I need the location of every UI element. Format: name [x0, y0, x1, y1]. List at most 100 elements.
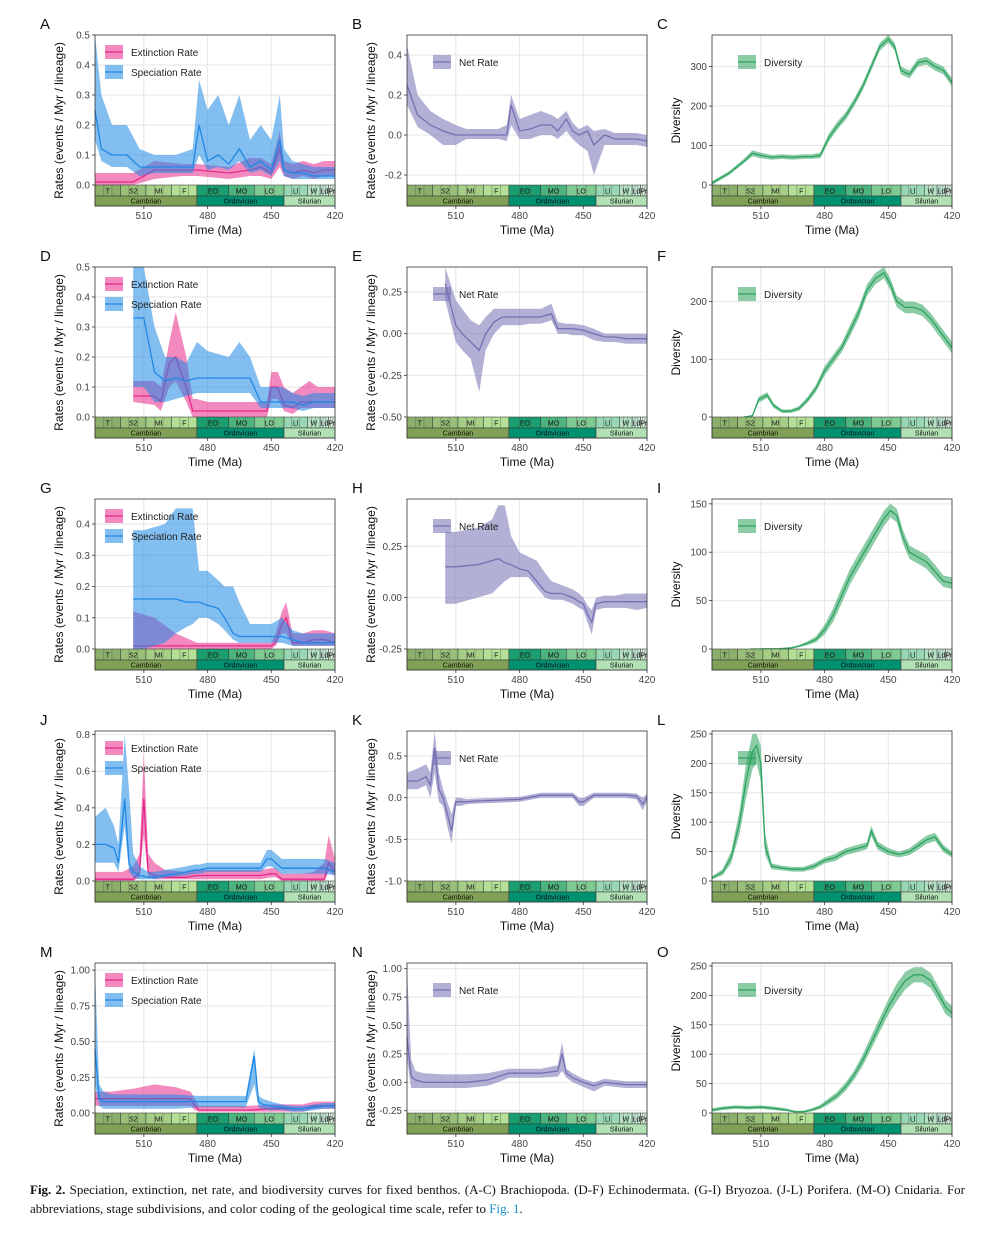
legend-label: Extinction Rate	[131, 512, 199, 523]
series-band-net-rate	[407, 968, 647, 1092]
x-axis-title: Time (Ma)	[188, 1151, 242, 1165]
stage-label: MI	[155, 653, 163, 660]
y-tick-label: 0.5	[388, 752, 402, 763]
caption-figure-link[interactable]: Fig. 1	[489, 1201, 520, 1216]
stage-label: T	[418, 653, 423, 660]
stage-label: MO	[853, 189, 865, 196]
x-tick-label: 420	[944, 443, 961, 454]
stage-label: Pr	[328, 1117, 336, 1124]
stage-label: T	[106, 1117, 111, 1124]
legend: Extinction Rate Speciation Rate	[105, 973, 202, 1007]
stage-label: T	[723, 885, 728, 892]
x-tick-label: 450	[575, 443, 592, 454]
series-band-speciation-rate	[133, 267, 335, 411]
legend-label: Speciation Rate	[131, 300, 202, 311]
stage-label: Ll	[910, 653, 916, 660]
y-tick-label: 0.3	[76, 323, 90, 334]
x-tick-label: 510	[136, 1139, 153, 1150]
period-label: Silurian	[610, 1127, 633, 1134]
plot-frame	[94, 730, 336, 903]
plot-frame	[94, 962, 336, 1135]
x-tick-label: 450	[263, 211, 280, 222]
stage-label: EO	[520, 653, 531, 660]
stage-label: MI	[772, 189, 780, 196]
legend: Extinction Rate Speciation Rate	[105, 277, 202, 311]
period-label: Silurian	[298, 431, 321, 438]
stage-label: MO	[548, 189, 560, 196]
figure-caption: Fig. 2. Speciation, extinction, net rate…	[30, 1180, 965, 1218]
legend-label: Speciation Rate	[131, 532, 202, 543]
stage-label: Ll	[293, 421, 299, 428]
stage-label: F	[494, 421, 498, 428]
stage-label: Ll	[910, 421, 916, 428]
period-label: Ordovician	[841, 199, 875, 206]
stage-label: MI	[772, 653, 780, 660]
y-tick-label: 0.2	[76, 840, 90, 851]
legend: Extinction Rate Speciation Rate	[105, 509, 202, 543]
stage-label: Ll	[293, 885, 299, 892]
stage-label: T	[106, 885, 111, 892]
series-band-net-rate	[445, 505, 647, 635]
y-tick-label: 100	[690, 355, 707, 366]
y-tick-label: 0.00	[383, 1078, 403, 1089]
stage-label: S2	[746, 189, 755, 196]
panel-F: F Diversity T S2 MI F EO MO LO Ll W Ld Pr Cambrian Ord…	[657, 248, 961, 469]
stage-label: Ll	[910, 189, 916, 196]
panel-letter: L	[657, 712, 665, 729]
y-tick-label: 0.50	[383, 1021, 403, 1032]
stage-label: S2	[746, 1117, 755, 1124]
period-label: Ordovician	[841, 1127, 875, 1134]
y-tick-label: 0.0	[388, 131, 402, 142]
period-label: Cambrian	[131, 663, 161, 670]
series-line-net-rate	[444, 283, 647, 352]
stage-label: F	[182, 1117, 186, 1124]
y-tick-label: -0.25	[379, 1106, 402, 1117]
y-tick-label: 0.2	[76, 353, 90, 364]
period-label: Ordovician	[536, 431, 570, 438]
plot-frame	[711, 266, 953, 439]
plot-frame	[406, 962, 648, 1135]
legend-label: Net Rate	[459, 58, 499, 69]
y-tick-label: 0.3	[76, 91, 90, 102]
panel-letter: C	[657, 16, 668, 33]
legend-label: Net Rate	[459, 522, 499, 533]
stage-label: Ld	[937, 653, 945, 660]
stage-label: W	[622, 1117, 629, 1124]
period-label: Cambrian	[443, 431, 473, 438]
x-axis-title: Time (Ma)	[805, 687, 859, 701]
y-tick-label: 0.00	[383, 593, 403, 604]
legend: Net Rate	[433, 55, 499, 69]
period-label: Cambrian	[748, 1127, 778, 1134]
stage-label: MI	[467, 885, 475, 892]
legend: Net Rate	[433, 751, 499, 765]
stage-label: Ld	[632, 189, 640, 196]
x-axis-title: Time (Ma)	[500, 223, 554, 237]
stage-label: MO	[236, 1117, 248, 1124]
stage-label: W	[927, 189, 934, 196]
stage-label: S2	[129, 1117, 138, 1124]
x-tick-label: 510	[448, 907, 465, 918]
stage-label: S2	[129, 421, 138, 428]
stage-label: LO	[881, 1117, 891, 1124]
period-label: Silurian	[610, 199, 633, 206]
period-label: Ordovician	[536, 199, 570, 206]
y-tick-label: 0.4	[76, 293, 90, 304]
stage-label: Ll	[293, 653, 299, 660]
y-tick-label: 0.8	[76, 730, 90, 741]
stage-label: LO	[881, 653, 891, 660]
period-label: Ordovician	[224, 895, 258, 902]
x-tick-label: 450	[263, 907, 280, 918]
stage-label: S2	[441, 421, 450, 428]
x-tick-label: 480	[511, 1139, 528, 1150]
stage-label: LO	[264, 421, 274, 428]
legend: Diversity	[738, 751, 802, 765]
panel-letter: M	[40, 944, 53, 961]
period-label: Cambrian	[443, 895, 473, 902]
y-tick-label: 0.0	[388, 793, 402, 804]
stage-label: EO	[825, 1117, 836, 1124]
stage-label: MO	[236, 421, 248, 428]
stage-label: LO	[264, 653, 274, 660]
x-tick-label: 450	[880, 907, 897, 918]
x-tick-label: 420	[327, 1139, 344, 1150]
y-tick-label: -0.2	[385, 171, 403, 182]
